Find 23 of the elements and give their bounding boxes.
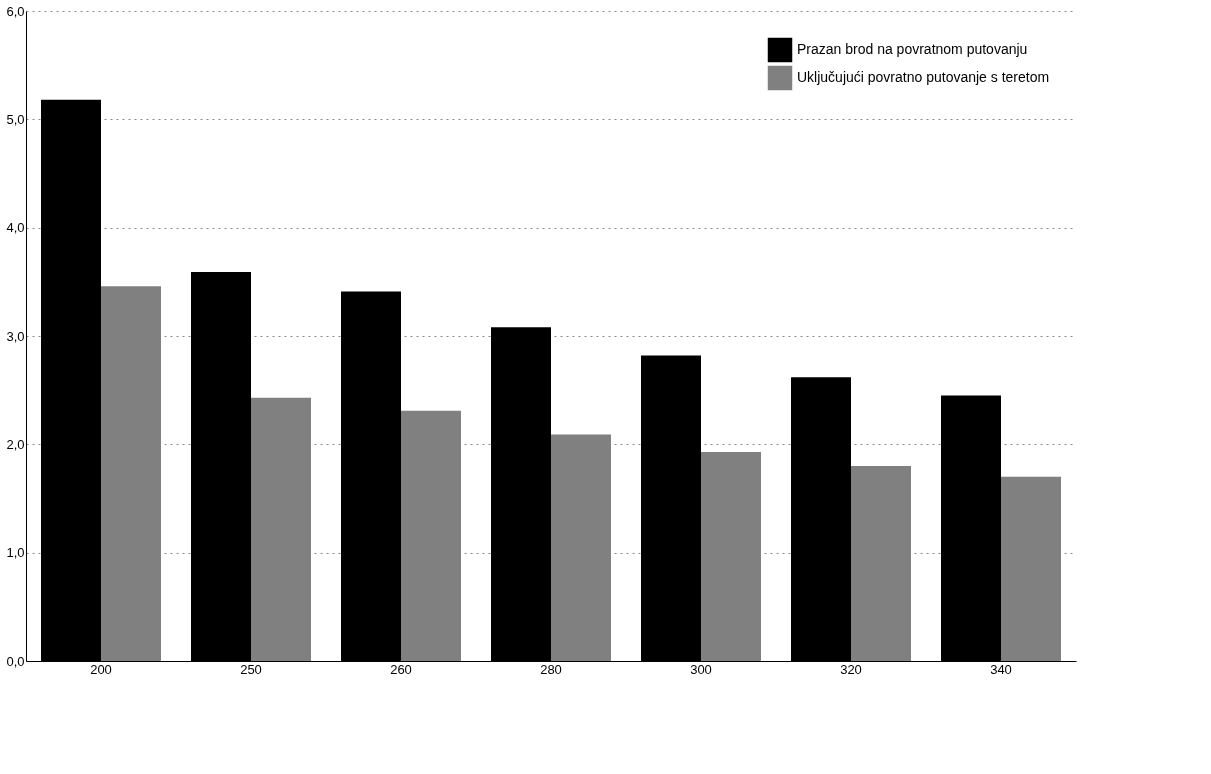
bar bbox=[251, 397, 311, 661]
x-tick-label: 260 bbox=[390, 661, 412, 677]
y-tick-label: 0,0 bbox=[6, 653, 25, 669]
bar bbox=[701, 451, 761, 661]
x-tick-label: 320 bbox=[840, 661, 862, 677]
y-tick-label: 5,0 bbox=[6, 111, 25, 127]
y-tick-label: 2,0 bbox=[6, 436, 25, 452]
y-tick-label: 3,0 bbox=[6, 328, 25, 344]
bar bbox=[101, 286, 161, 661]
bar bbox=[1001, 476, 1061, 661]
legend-label: Prazan brod na povratnom putovanju bbox=[797, 41, 1028, 57]
y-tick-label: 4,0 bbox=[6, 220, 25, 236]
x-tick-label: 200 bbox=[90, 661, 112, 677]
bar bbox=[851, 466, 911, 661]
x-tick-label: 280 bbox=[540, 661, 562, 677]
y-tick-label: 6,0 bbox=[6, 3, 25, 19]
x-tick-label: 300 bbox=[690, 661, 712, 677]
x-tick-label: 340 bbox=[990, 661, 1012, 677]
x-tick-label: 250 bbox=[240, 661, 262, 677]
bar bbox=[401, 410, 461, 661]
bar bbox=[551, 434, 611, 661]
y-tick-label: 1,0 bbox=[6, 545, 25, 561]
legend-label: Uključujući povratno putovanje s teretom bbox=[797, 69, 1050, 85]
